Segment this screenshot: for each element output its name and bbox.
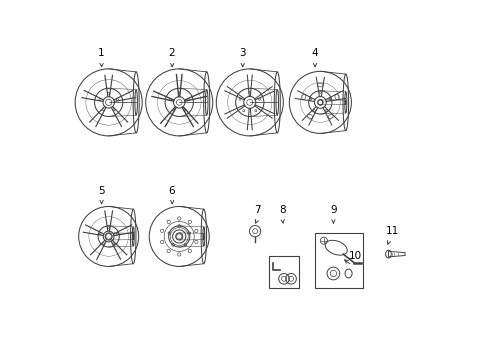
Text: 10: 10 [348, 251, 361, 261]
Text: 9: 9 [329, 205, 336, 215]
Text: 3: 3 [239, 48, 245, 58]
Text: 1: 1 [98, 48, 104, 58]
Text: 5: 5 [98, 186, 104, 196]
Text: 4: 4 [311, 48, 318, 58]
Text: 2: 2 [168, 48, 175, 58]
Text: 8: 8 [279, 205, 285, 215]
Text: 6: 6 [168, 186, 175, 196]
Bar [314, 233, 362, 288]
Text: 7: 7 [253, 205, 260, 215]
Text: 11: 11 [385, 226, 398, 237]
Bar [269, 256, 299, 288]
